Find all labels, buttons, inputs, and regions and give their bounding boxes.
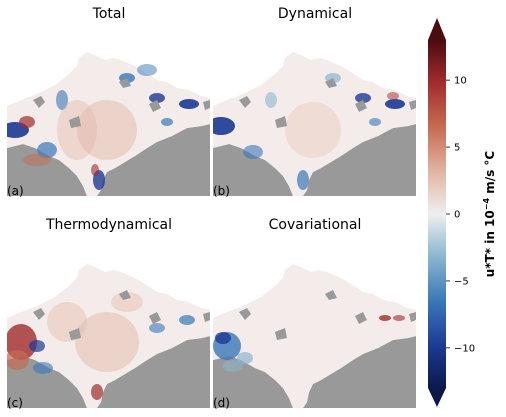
island — [409, 100, 416, 110]
field-anomaly — [7, 350, 29, 370]
field-anomaly — [137, 64, 157, 76]
island — [239, 96, 251, 108]
panel-title: Total — [92, 6, 126, 22]
colorbar-label: u*T* in 10−4 m/s °C — [482, 151, 497, 278]
field-anomaly — [111, 292, 143, 312]
island — [239, 308, 251, 320]
land-west — [213, 144, 293, 196]
field-anomaly — [57, 100, 97, 160]
field-anomaly — [355, 93, 371, 103]
ocean-region — [213, 264, 416, 408]
field-anomaly — [215, 332, 231, 344]
land-west — [7, 356, 87, 408]
field-anomaly — [56, 90, 68, 110]
colorbar-tick-label: 10 — [454, 76, 467, 87]
field-anomaly — [265, 92, 277, 108]
field-anomaly — [179, 315, 195, 325]
field-anomaly — [385, 99, 405, 109]
field-anomaly — [23, 154, 51, 166]
field-anomaly — [75, 312, 139, 372]
map-content — [7, 30, 210, 196]
panel-label: (d) — [213, 396, 230, 410]
island — [69, 328, 81, 340]
island — [355, 100, 367, 112]
field-anomaly — [285, 102, 341, 158]
island — [325, 78, 337, 88]
island — [149, 312, 161, 324]
field-anomaly — [213, 117, 235, 135]
ocean-region — [213, 52, 416, 196]
field-anomaly — [91, 384, 103, 400]
land-east — [97, 124, 210, 196]
map-content — [213, 30, 416, 196]
field-anomaly — [149, 323, 165, 333]
island — [33, 96, 45, 108]
panel-label: (b) — [213, 184, 230, 198]
panel-covariational: Covariational (d) — [213, 217, 416, 410]
field-anomaly — [77, 100, 137, 160]
field-anomaly — [33, 362, 53, 374]
island — [409, 312, 416, 322]
field-anomaly — [297, 170, 309, 190]
colorbar-tick-label: 0 — [454, 210, 460, 221]
panel-label: (c) — [7, 396, 23, 410]
panel-title: Dynamical — [278, 6, 352, 22]
field-anomaly — [369, 118, 381, 126]
colorbar-tick-label: 5 — [454, 143, 460, 154]
panel-total: Total (a) — [7, 6, 210, 198]
ocean-region — [7, 52, 210, 196]
field-anomaly — [379, 315, 391, 321]
panel-thermodynamical: Thermodynamical (c) — [7, 217, 210, 410]
island — [119, 78, 131, 88]
field-anomaly — [393, 315, 405, 321]
island — [275, 328, 287, 340]
panel-title: Covariational — [269, 217, 362, 233]
map-area — [7, 30, 210, 196]
island — [275, 116, 287, 128]
field-anomaly — [149, 93, 165, 103]
field-anomaly — [91, 164, 99, 176]
field-anomaly — [237, 352, 253, 364]
panel-dynamical: Dynamical (b) — [213, 6, 416, 198]
island — [69, 116, 81, 128]
island — [355, 312, 367, 324]
map-area — [213, 242, 416, 408]
field-anomaly — [243, 145, 263, 159]
field-anomaly — [387, 92, 399, 100]
island — [149, 100, 161, 112]
field-anomaly — [161, 118, 173, 126]
island — [325, 290, 337, 300]
map-content — [7, 242, 210, 408]
ocean-region — [7, 264, 210, 408]
colorbar-ticks: 10 5 0 −5 −10 — [446, 76, 475, 354]
island — [203, 100, 210, 110]
colorbar-tick-label: −10 — [454, 343, 475, 354]
map-content — [213, 242, 416, 408]
land-east — [303, 124, 416, 196]
field-anomaly — [47, 302, 87, 342]
map-area — [213, 30, 416, 196]
colorbar: 10 5 0 −5 −10 u*T* in 10−4 m/s °C — [428, 18, 497, 407]
island — [33, 308, 45, 320]
panel-label: (a) — [7, 184, 24, 198]
field-anomaly — [29, 340, 45, 352]
field-anomaly — [19, 116, 35, 128]
colorbar-tick-label: −5 — [454, 276, 469, 287]
colorbar-top-extension — [428, 18, 446, 40]
panel-title: Thermodynamical — [45, 217, 172, 233]
island — [203, 312, 210, 322]
map-area — [7, 242, 210, 408]
field-anomaly — [223, 360, 243, 372]
land-east — [303, 336, 416, 408]
land-east — [97, 336, 210, 408]
island — [119, 290, 131, 300]
field-anomaly — [179, 99, 199, 109]
colorbar-body — [428, 40, 446, 388]
field-anomaly — [37, 142, 57, 158]
colorbar-bottom-extension — [428, 388, 446, 407]
